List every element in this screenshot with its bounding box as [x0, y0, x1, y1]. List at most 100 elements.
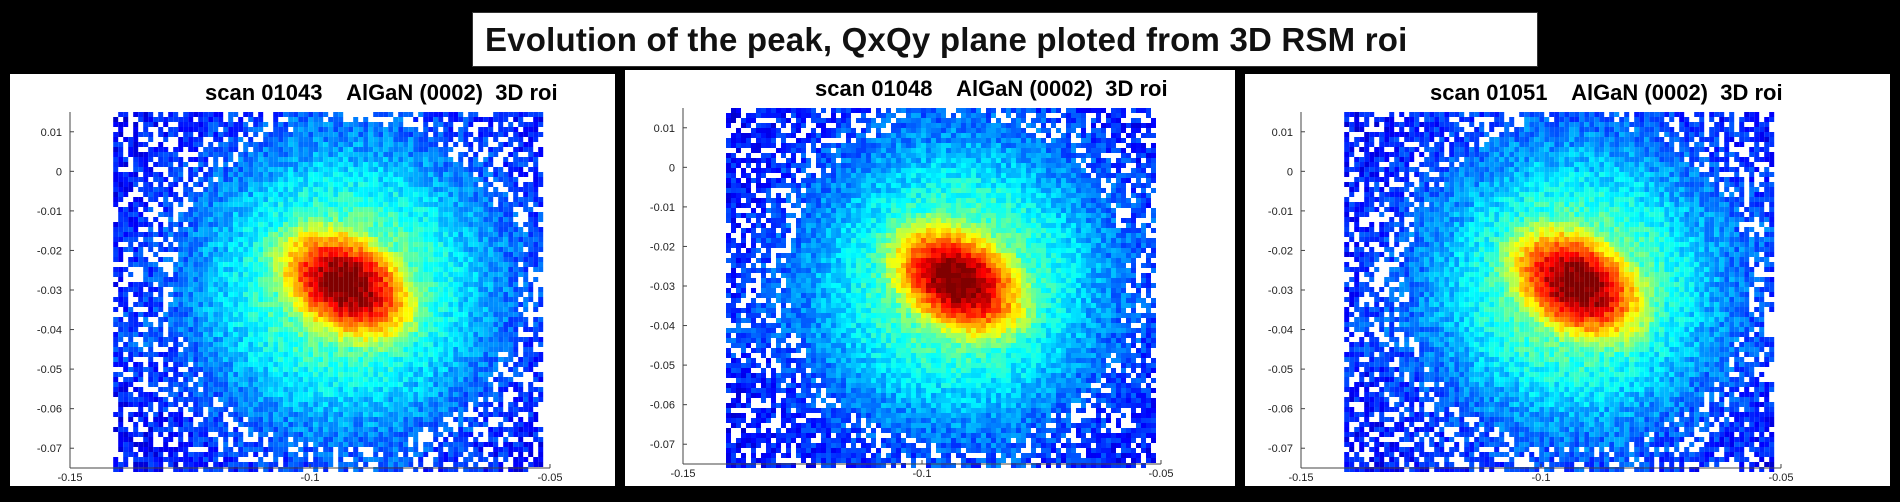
heatmap-cell [243, 192, 249, 197]
heatmap-cell [373, 202, 379, 207]
heatmap-cell [238, 192, 244, 197]
heatmap-cell [483, 322, 489, 327]
heatmap-cell [328, 287, 334, 292]
heatmap-cell [203, 112, 209, 117]
heatmap-cell [503, 327, 509, 332]
heatmap-cell [353, 197, 359, 202]
heatmap-cell [278, 187, 284, 192]
heatmap-cell [118, 132, 124, 137]
heatmap-cell [528, 152, 534, 157]
heatmap-cell [293, 292, 299, 297]
heatmap-cell [358, 302, 364, 307]
heatmap-cell [388, 427, 394, 432]
heatmap-cell [408, 222, 414, 227]
heatmap-cell [163, 232, 169, 237]
heatmap-cell [173, 362, 179, 367]
heatmap-cell [498, 167, 504, 172]
heatmap-cell [333, 112, 339, 117]
heatmap-cell [258, 407, 264, 412]
heatmap-cell [138, 297, 144, 302]
heatmap-cell [178, 282, 184, 287]
heatmap-cell [458, 262, 464, 267]
heatmap-cell [313, 287, 319, 292]
heatmap-cell [263, 277, 269, 282]
heatmap-cell [403, 372, 409, 377]
heatmap-cell [168, 157, 174, 162]
heatmap-cell [188, 127, 194, 132]
heatmap-cell [458, 137, 464, 142]
heatmap-cell [483, 357, 489, 362]
heatmap-cell [208, 192, 214, 197]
heatmap-cell [128, 237, 134, 242]
heatmap-cell [423, 132, 429, 137]
heatmap-cell [333, 202, 339, 207]
heatmap-cell [483, 292, 489, 297]
heatmap-cell [428, 202, 434, 207]
heatmap-cell [188, 122, 194, 127]
heatmap-cell [428, 387, 434, 392]
heatmap-cell [343, 137, 349, 142]
heatmap-cell [488, 277, 494, 282]
heatmap-cell [158, 277, 164, 282]
heatmap-cell [153, 287, 159, 292]
heatmap-cell [283, 237, 289, 242]
heatmap-cell [173, 297, 179, 302]
heatmap-cell [228, 112, 234, 117]
heatmap-cell [343, 197, 349, 202]
heatmap-cell [433, 412, 439, 417]
heatmap-cell [418, 242, 424, 247]
heatmap-cell [218, 412, 224, 417]
heatmap-cell [293, 162, 299, 167]
heatmap-cell [203, 377, 209, 382]
heatmap-cell [368, 217, 374, 222]
heatmap-cell [363, 367, 369, 372]
heatmap-cell [448, 272, 454, 277]
heatmap-cell [393, 222, 399, 227]
heatmap-cell [168, 202, 174, 207]
heatmap-cell [113, 322, 119, 327]
heatmap-cell [328, 157, 334, 162]
heatmap-cell [428, 317, 434, 322]
heatmap-cell [178, 262, 184, 267]
heatmap-cell [258, 172, 264, 177]
heatmap-cell [278, 257, 284, 262]
heatmap-cell [483, 312, 489, 317]
heatmap-cell [258, 287, 264, 292]
heatmap-cell [143, 172, 149, 177]
heatmap-cell [473, 152, 479, 157]
heatmap-cell [288, 162, 294, 167]
heatmap-cell [313, 137, 319, 142]
heatmap-cell [348, 232, 354, 237]
heatmap-cell [508, 207, 514, 212]
heatmap-cell [213, 252, 219, 257]
heatmap-cell [303, 257, 309, 262]
heatmap-cell [463, 202, 469, 207]
heatmap-cell [373, 352, 379, 357]
heatmap-cell [298, 142, 304, 147]
heatmap-cell [418, 162, 424, 167]
heatmap-cell [443, 272, 449, 277]
heatmap-cell [468, 322, 474, 327]
heatmap-cell [373, 347, 379, 352]
heatmap-cell [468, 392, 474, 397]
heatmap-cell [358, 257, 364, 262]
heatmap-cell [248, 357, 254, 362]
heatmap-cell [188, 222, 194, 227]
heatmap-cell [378, 317, 384, 322]
heatmap-cell [508, 122, 514, 127]
heatmap-cell [343, 387, 349, 392]
heatmap-cell [233, 362, 239, 367]
heatmap-cell [128, 397, 134, 402]
heatmap-cell [508, 227, 514, 232]
heatmap-cell [283, 232, 289, 237]
heatmap-cell [448, 192, 454, 197]
heatmap-cell [198, 152, 204, 157]
heatmap-cell [488, 307, 494, 312]
heatmap-cell [423, 177, 429, 182]
heatmap-cell [263, 147, 269, 152]
heatmap-cell [288, 337, 294, 342]
heatmap-cell [523, 127, 529, 132]
heatmap-cell [398, 122, 404, 127]
heatmap-cell [173, 182, 179, 187]
heatmap-cell [328, 327, 334, 332]
